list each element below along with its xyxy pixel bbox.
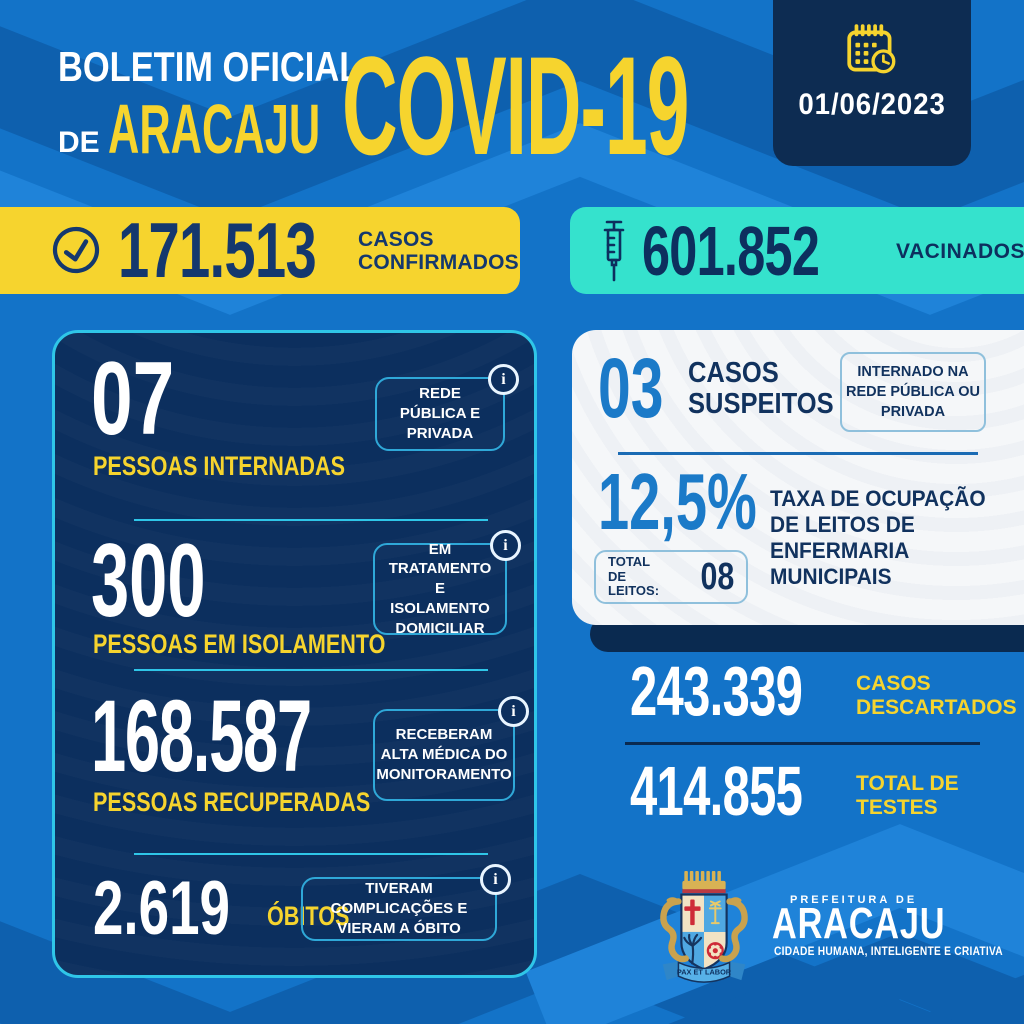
section-divider [134, 519, 488, 521]
note-text: RECEBERAM ALTA MÉDICA DO MONITORAMENTO [376, 726, 512, 783]
org-name: ARACAJU [772, 899, 946, 948]
suspects-occupancy-panel: 03 CASOS SUSPEITOS INTERNADO NA REDE PÚB… [572, 330, 1024, 625]
suspected-cases-value: 03 [598, 341, 664, 435]
total-tests-label: TOTAL DE TESTES [856, 772, 959, 819]
deaths-label: ÓBITOS [267, 901, 350, 931]
note-text: REDE PÚBLICA E PRIVADA [399, 385, 481, 442]
indicators-panel: 07 PESSOAS INTERNADAS i REDE PÚBLICA E P… [52, 330, 537, 978]
note-text: EM TRATAMENTO E ISOLAMENTO DOMICILIAR [388, 540, 492, 637]
hospitalized-note: i REDE PÚBLICA E PRIVADA [375, 364, 519, 451]
aracaju-coat-of-arms: PAX ET LABOR [645, 866, 763, 999]
stats-divider [625, 742, 980, 745]
deaths-value: 2.619 [93, 866, 230, 951]
seahorse-right [718, 897, 748, 963]
isolation-note: i EM TRATAMENTO E ISOLAMENTO DOMICILIAR [373, 530, 521, 637]
isolation-value: 300 [91, 523, 206, 639]
occupancy-rate-label: TAXA DE OCUPAÇÃO DE LEITOS DE ENFERMARIA… [770, 486, 986, 589]
confirmed-cases-banner: 171.513 CASOS CONFIRMADOS [0, 207, 520, 294]
note-text: TIVERAM COMPLICAÇÕES E VIERAM A ÓBITO [330, 880, 468, 937]
recovered-label: PESSOAS RECUPERADAS [93, 787, 371, 817]
bulletin-kicker: BOLETIM OFICIAL DE ARACAJU [58, 43, 450, 165]
org-tagline: CIDADE HUMANA, INTELIGENTE E CRIATIVA [774, 944, 1003, 958]
occupancy-rate-value: 12,5% [598, 457, 757, 546]
kicker-line2: DE ARACAJU [58, 94, 450, 164]
kicker-city: ARACAJU [107, 90, 320, 168]
kicker-de: DE [58, 126, 100, 159]
total-beds-box: TOTAL DE LEITOS: 08 [594, 550, 748, 604]
section-divider [134, 853, 488, 855]
discarded-cases-value: 243.339 [630, 652, 803, 730]
date-box: 01/06/2023 [773, 0, 971, 166]
calendar-icon [847, 24, 896, 74]
kicker-line1: BOLETIM OFICIAL [58, 43, 361, 90]
panel-divider [618, 452, 978, 455]
crest-motto: PAX ET LABOR [677, 968, 732, 977]
section-divider [134, 669, 488, 671]
info-icon: i [498, 696, 529, 727]
bulletin-date: 01/06/2023 [798, 88, 946, 121]
confirmed-cases-label: CASOS CONFIRMADOS [358, 228, 519, 275]
info-icon: i [490, 530, 521, 561]
vaccinated-banner: 601.852 VACINADOS [570, 207, 1024, 294]
check-circle-icon [48, 222, 104, 283]
syringe-icon [598, 219, 630, 288]
suspected-cases-label: CASOS SUSPEITOS [688, 357, 834, 420]
page-title: COVID-19 [342, 27, 689, 184]
total-tests-value: 414.855 [630, 752, 803, 830]
vaccinated-label: VACINADOS [896, 240, 1024, 263]
discarded-cases-label: CASOS DESCARTADOS [856, 672, 1017, 719]
total-beds-value: 08 [700, 555, 734, 598]
hospitalized-value: 07 [91, 341, 175, 457]
recovered-value: 168.587 [91, 679, 312, 793]
total-beds-label: TOTAL DE LEITOS: [608, 553, 660, 599]
org-prefix: PREFEITURA DE [790, 894, 918, 906]
info-icon: i [488, 364, 519, 395]
vaccinated-value: 601.852 [642, 212, 820, 290]
deaths-note: i TIVERAM COMPLICAÇÕES E VIERAM A ÓBITO [301, 864, 511, 941]
confirmed-cases-value: 171.513 [118, 206, 317, 294]
seahorse-left [660, 897, 690, 963]
isolation-label: PESSOAS EM ISOLAMENTO [93, 629, 386, 659]
info-icon: i [480, 864, 511, 895]
suspected-cases-note: INTERNADO NA REDE PÚBLICA OU PRIVADA [840, 352, 986, 432]
recovered-note: i RECEBERAM ALTA MÉDICA DO MONITORAMENTO [373, 696, 529, 801]
hospitalized-label: PESSOAS INTERNADAS [93, 451, 346, 481]
